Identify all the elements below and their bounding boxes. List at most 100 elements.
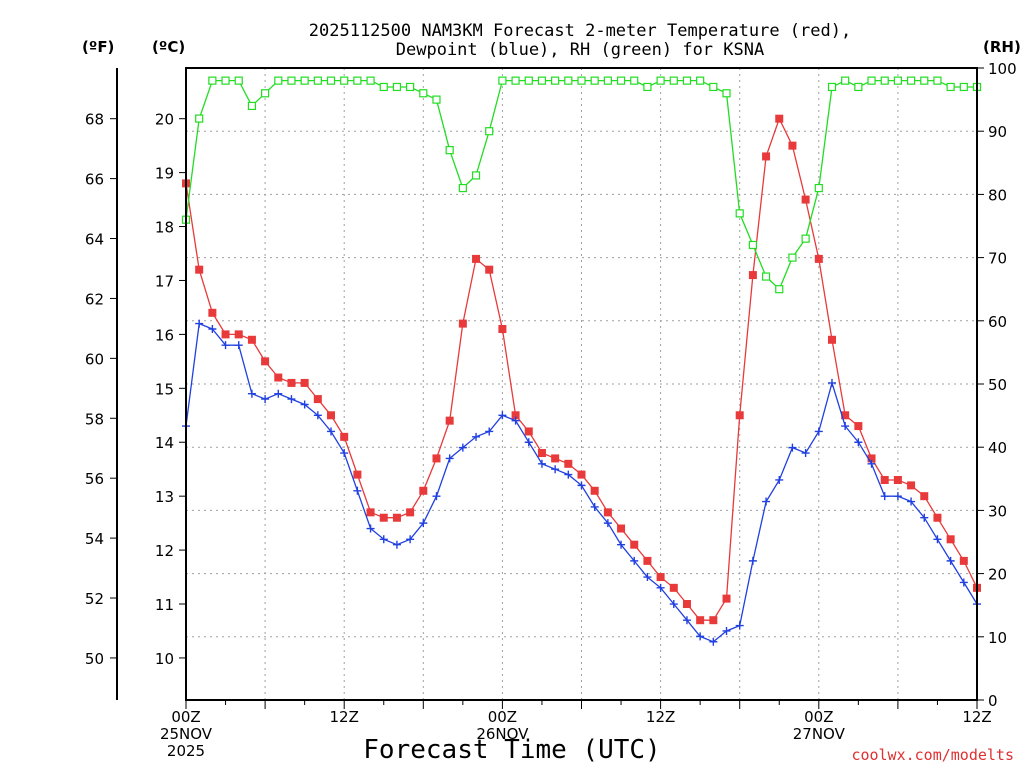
rh-point — [946, 82, 955, 92]
rh-point — [959, 82, 968, 92]
temperature-point — [880, 475, 889, 484]
x-tick-label: 00Z — [804, 708, 833, 726]
rh-point — [656, 76, 665, 85]
dewpoint-point — [392, 540, 401, 549]
dewpoint-point — [551, 465, 560, 474]
rh-point — [353, 76, 362, 85]
temperature-point — [669, 583, 678, 592]
rh-point — [854, 82, 863, 92]
temperature-point — [827, 335, 836, 344]
temperature-point — [327, 411, 336, 420]
temperature-point — [709, 616, 718, 625]
temperature-point — [630, 540, 639, 549]
temperature-point — [722, 594, 731, 603]
temperature-point — [472, 254, 481, 263]
temperature-point — [313, 395, 322, 404]
temperature-point — [603, 508, 612, 517]
dewpoint-point — [537, 459, 546, 468]
temperature-point — [893, 475, 902, 484]
celsius-tick-label: 19 — [155, 165, 174, 183]
temperature-point — [801, 195, 810, 204]
temperature-point — [458, 319, 467, 328]
temperature-point — [498, 324, 507, 333]
dewpoint-point — [221, 341, 230, 350]
rh-point — [392, 82, 402, 92]
dewpoint-point — [498, 411, 507, 420]
dewpoint-point — [195, 319, 204, 328]
rh-point — [880, 76, 889, 85]
rh-point — [801, 234, 810, 243]
temperature-point — [485, 265, 494, 274]
rh-point — [208, 76, 217, 85]
dewpoint-point — [788, 443, 797, 452]
dewpoint-point — [485, 427, 494, 436]
temperature-point — [854, 422, 863, 431]
rh-tick-label: 80 — [988, 186, 1007, 204]
temperature-point — [762, 152, 771, 161]
source-credit: coolwx.com/modelts — [851, 746, 1014, 764]
rh-tick-label: 50 — [988, 376, 1007, 394]
dewpoint-point — [300, 400, 309, 409]
dewpoint-point — [656, 583, 665, 592]
rh-tick-label: 90 — [988, 123, 1007, 141]
dewpoint-point — [340, 449, 349, 458]
celsius-tick-label: 14 — [155, 434, 174, 452]
rh-point — [867, 76, 876, 85]
rh-point — [432, 95, 441, 104]
fahrenheit-tick-label: 60 — [85, 350, 104, 368]
rh-point — [445, 146, 454, 155]
rh-point — [775, 285, 784, 294]
celsius-tick-label: 11 — [155, 596, 174, 614]
dewpoint-point — [696, 632, 705, 641]
temperature-point — [261, 357, 270, 366]
rh-point — [603, 76, 612, 85]
dewpoint-point — [801, 449, 810, 458]
rh-point — [485, 127, 494, 136]
rh-axis-label: (RH) — [983, 38, 1021, 56]
x-tick-label: 12Z — [962, 708, 991, 726]
x-tick-label: 2025 — [167, 742, 205, 760]
temperature-point — [340, 432, 349, 441]
dewpoint-point — [643, 573, 652, 582]
rh-point — [261, 89, 270, 98]
rh-tick-label: 30 — [988, 502, 1007, 520]
dewpoint-point — [893, 492, 902, 501]
dewpoint-point — [208, 324, 217, 333]
rh-point — [406, 82, 415, 92]
dewpoint-point — [709, 637, 718, 646]
rh-tick-label: 60 — [988, 313, 1007, 331]
celsius-tick-label: 13 — [155, 488, 174, 506]
fahrenheit-tick-label: 62 — [85, 290, 104, 308]
x-axis-title: Forecast Time (UTC) — [363, 735, 660, 765]
chart-title-line-2: Dewpoint (blue), RH (green) for KSNA — [396, 40, 764, 60]
rh-tick-label: 0 — [988, 692, 998, 710]
temperature-point — [735, 411, 744, 420]
dewpoint-point — [261, 395, 270, 404]
dewpoint-point — [880, 492, 889, 501]
fahrenheit-tick-label: 66 — [85, 171, 104, 189]
rh-tick-label: 10 — [988, 629, 1007, 647]
dewpoint-point — [577, 481, 586, 490]
rh-point — [761, 272, 771, 281]
series-red — [182, 114, 981, 625]
temperature-point — [445, 416, 454, 425]
rh-point — [788, 253, 797, 262]
dewpoint-point — [722, 626, 731, 635]
temperature-point — [537, 449, 546, 458]
dewpoint-point — [472, 432, 481, 441]
rh-point — [841, 76, 850, 85]
fahrenheit-tick-label: 52 — [85, 590, 104, 608]
temperature-point — [946, 535, 955, 544]
rh-point — [498, 76, 507, 85]
dewpoint-point — [775, 475, 784, 484]
rh-point — [735, 209, 744, 218]
dewpoint-point — [590, 502, 599, 511]
dewpoint-point — [419, 519, 428, 528]
fahrenheit-tick-label: 58 — [85, 410, 104, 428]
temperature-point — [366, 508, 375, 517]
rh-point — [920, 76, 929, 85]
temperature-point — [577, 470, 586, 479]
temperature-point — [195, 265, 204, 274]
rh-point — [933, 76, 942, 85]
